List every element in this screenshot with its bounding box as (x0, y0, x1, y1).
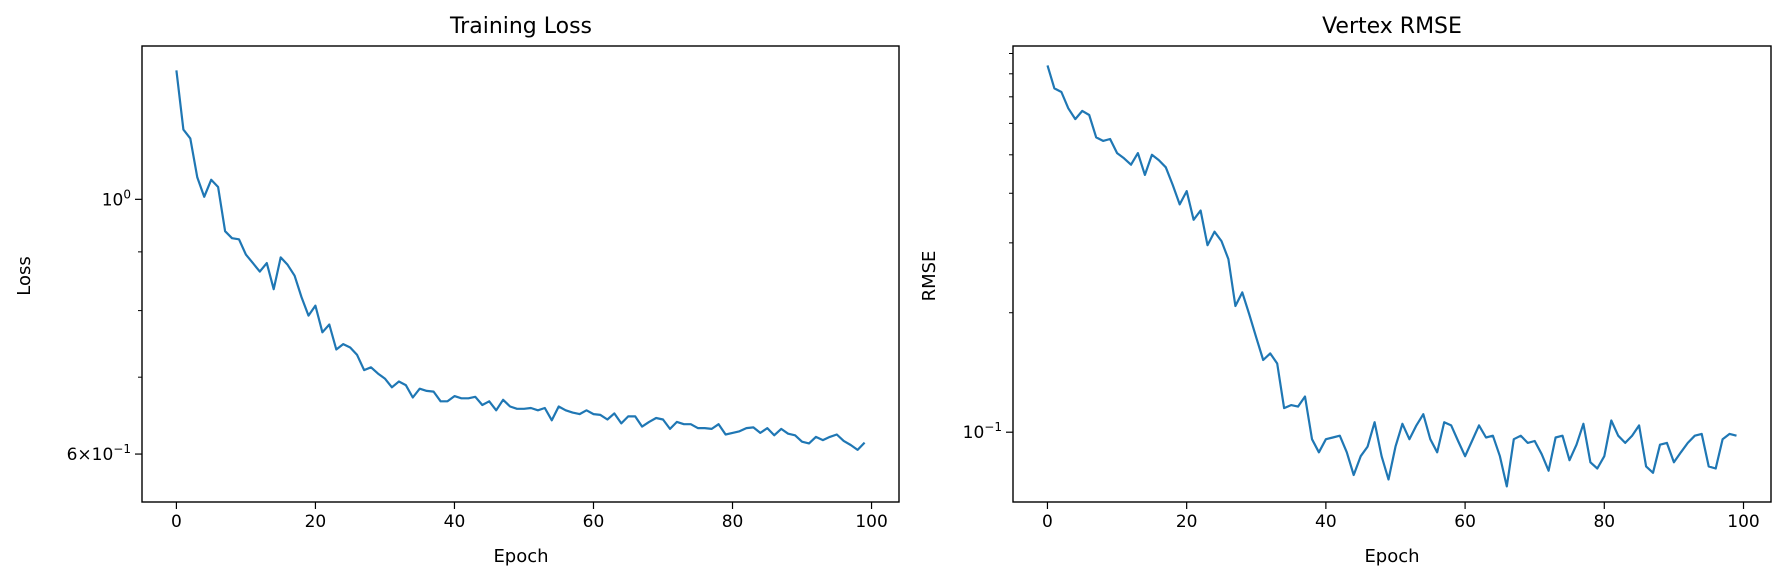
x-tick-label: 40 (1315, 512, 1337, 532)
x-tick-label: 80 (722, 512, 744, 532)
x-tick-label: 100 (855, 512, 887, 532)
x-tick-label: 60 (1454, 512, 1476, 532)
x-axis-label: Epoch (493, 546, 548, 567)
series-line (1046, 65, 1737, 488)
chart-title: Training Loss (449, 14, 592, 39)
y-tick-label: 6×10−1 (67, 442, 131, 465)
plot-area: 0 20 40 60 80 100 10−1 (963, 52, 1760, 532)
vertex-rmse-panel: Vertex RMSE Epoch RMSE 0 20 40 60 80 100 10−1 (919, 14, 1772, 567)
x-tick-label: 20 (1176, 512, 1198, 532)
x-axis-label: Epoch (1364, 546, 1419, 567)
x-tick-label: 0 (1042, 512, 1053, 532)
chart-title: Vertex RMSE (1322, 14, 1462, 39)
x-tick-label: 0 (171, 512, 182, 532)
x-tick-label: 40 (444, 512, 466, 532)
plot-area: 0 20 40 60 80 100 100 6×10−1 (67, 70, 888, 532)
x-tick-label: 100 (1727, 512, 1759, 532)
y-axis-label: Loss (14, 256, 35, 295)
training-loss-panel: Training Loss Epoch Loss 0 20 40 60 80 100 100… (14, 14, 900, 567)
axes-frame (1012, 45, 1772, 503)
y-tick-label: 100 (102, 187, 131, 210)
x-tick-label: 60 (583, 512, 605, 532)
x-tick-label: 80 (1593, 512, 1615, 532)
axes-frame (141, 45, 900, 503)
y-tick-label: 10−1 (963, 420, 1002, 443)
x-tick-label: 20 (305, 512, 327, 532)
y-axis-label: RMSE (919, 251, 940, 302)
series-line (175, 70, 866, 451)
